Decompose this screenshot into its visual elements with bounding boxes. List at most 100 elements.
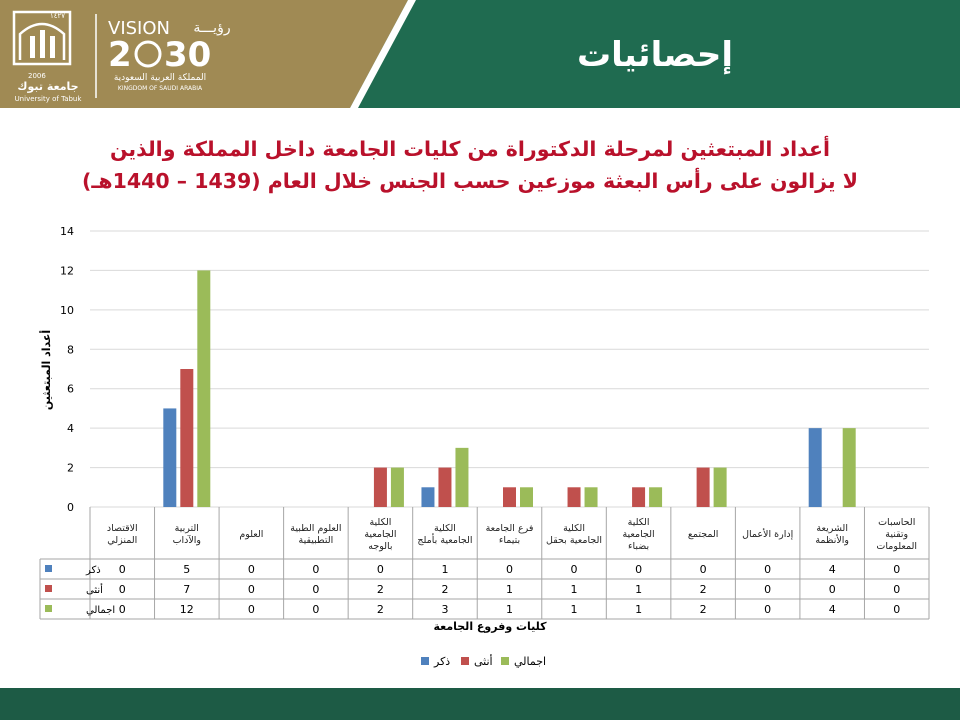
table-cell: 4 [829, 603, 836, 616]
svg-text:KINGDOM OF SAUDI ARABIA: KINGDOM OF SAUDI ARABIA [118, 85, 203, 92]
svg-text:University of Tabuk: University of Tabuk [15, 95, 83, 103]
legend-label: ذكر [433, 655, 450, 668]
chart-title-line-1: أعداد المبتعثين لمرحلة الدكتوراة من كليا… [109, 137, 830, 161]
table-cell: 0 [764, 563, 771, 576]
category-label: الكلية [628, 517, 650, 528]
table-cell: 0 [248, 583, 255, 596]
bar-اجمالي-4 [390, 467, 404, 507]
slide-title: إحصائيات [576, 35, 733, 75]
bar-اجمالي-7 [584, 487, 598, 507]
bar-اجمالي-8 [649, 487, 663, 507]
bar-اجمالي-6 [520, 487, 533, 507]
bar-اجمالي-5 [455, 447, 469, 507]
category-label: المنزلي [107, 535, 137, 546]
category-label: الجامعية بأملج [417, 533, 472, 546]
table-cell: 0 [764, 603, 771, 616]
bar-أنثى-5 [438, 467, 452, 507]
category-label: إدارة الأعمال [742, 528, 793, 540]
bar-ذكر-5 [421, 487, 435, 507]
table-cell: 0 [119, 603, 126, 616]
bar-أنثى-9 [696, 467, 710, 507]
table-cell: 12 [180, 603, 194, 616]
category-label: والأنظمة [815, 534, 849, 546]
university-logo-icon: 2006 ١٤٢٧ جامعة تبوك University of Tabuk… [12, 10, 231, 103]
table-legend-key [45, 585, 52, 592]
table-cell: 0 [893, 603, 900, 616]
table-cell: 1 [571, 603, 578, 616]
legend-key [461, 657, 469, 665]
table-row-label: ذكر [85, 565, 101, 576]
bars [163, 270, 856, 507]
table-cell: 0 [312, 563, 319, 576]
svg-text:VISION: VISION [108, 18, 170, 39]
bar-ذكر-1 [163, 408, 177, 507]
table-cell: 1 [571, 583, 578, 596]
y-tick-label: 14 [60, 225, 74, 238]
y-tick-label: 10 [60, 304, 74, 317]
category-label: الجامعية [364, 529, 396, 540]
bar-أنثى-1 [180, 369, 194, 507]
table-cell: 7 [183, 583, 190, 596]
table-cell: 1 [635, 603, 642, 616]
category-label: بتيماء [499, 535, 520, 546]
table-cell: 0 [571, 563, 578, 576]
table-cell: 2 [377, 603, 384, 616]
bar-اجمالي-9 [713, 467, 727, 507]
table-cell: 0 [893, 563, 900, 576]
table-row-label: أنثى [86, 583, 103, 596]
table-cell: 2 [377, 583, 384, 596]
svg-text:30: 30 [164, 35, 211, 75]
table-cell: 0 [119, 563, 126, 576]
table-cell: 0 [248, 603, 255, 616]
y-tick-label: 8 [67, 343, 74, 356]
y-axis-title: أعداد المبتعثين [39, 330, 53, 410]
chart-title-line-2: لا يزالون على رأس البعثة موزعين حسب الجن… [82, 169, 858, 193]
category-label: الكلية [369, 517, 391, 528]
y-axis-ticks: 0 2 4 6 8 10 12 14 [60, 225, 74, 514]
category-label: الكلية [563, 523, 585, 534]
chart-title: أعداد المبتعثين لمرحلة الدكتوراة من كليا… [60, 133, 880, 197]
table-cell: 4 [829, 563, 836, 576]
table-cell: 5 [183, 563, 190, 576]
y-tick-label: 2 [67, 462, 74, 475]
svg-text:المملكة العربية السعودية: المملكة العربية السعودية [114, 73, 206, 83]
table-cell: 3 [441, 603, 448, 616]
vision-emblem-icon [134, 40, 162, 68]
table-cell: 0 [764, 583, 771, 596]
footer-bar [0, 688, 960, 720]
bar-ذكر-11 [808, 428, 822, 507]
table-cell: 0 [377, 563, 384, 576]
legend-key [501, 657, 509, 665]
table-cell: 1 [441, 563, 448, 576]
category-label: فرع الجامعة [486, 523, 534, 534]
legend-label: أنثى [474, 654, 493, 668]
category-label: بالوجه [368, 541, 392, 552]
table-cell: 0 [312, 603, 319, 616]
svg-text:2: 2 [108, 35, 132, 75]
category-label: وتقنية [885, 529, 908, 540]
table-cell: 0 [312, 583, 319, 596]
category-label: المعلومات [876, 541, 917, 552]
bar-أنثى-4 [373, 467, 387, 507]
table-cell: 0 [635, 563, 642, 576]
legend-key [421, 657, 429, 665]
table-cell: 1 [506, 603, 513, 616]
table-cell: 0 [700, 563, 707, 576]
table-cell: 0 [248, 563, 255, 576]
legend: ذكر أنثى اجمالي [421, 654, 546, 668]
y-tick-label: 6 [67, 383, 74, 396]
category-label: بضباء [628, 541, 649, 552]
svg-text:رؤيـــة: رؤيـــة [193, 20, 230, 36]
bar-أنثى-6 [503, 487, 516, 507]
table-cell: 1 [635, 583, 642, 596]
category-label: الاقتصاد [107, 523, 138, 534]
header-banner [0, 0, 960, 108]
table-cell: 2 [700, 583, 707, 596]
category-label: الشريعة [816, 523, 848, 534]
table-legend-key [45, 565, 52, 572]
category-label: الجامعية [622, 529, 654, 540]
y-tick-label: 12 [60, 264, 74, 277]
category-label: التربية [175, 523, 199, 534]
